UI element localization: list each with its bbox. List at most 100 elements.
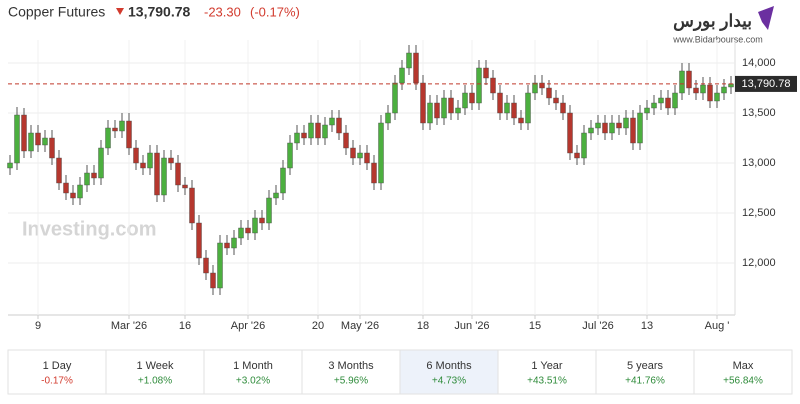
candle-body [98, 147, 104, 179]
candle-body [644, 107, 650, 114]
candle-body [420, 82, 426, 124]
price-change: -23.30 [204, 4, 241, 19]
candle-body [231, 237, 237, 249]
candle-body [175, 162, 181, 186]
tab-label: 1 Month [233, 360, 273, 372]
candle-body [91, 172, 97, 179]
candle-body [399, 67, 405, 84]
candle-body [35, 132, 41, 146]
candle-body [427, 102, 433, 124]
candle-body [126, 120, 132, 149]
candle-body [609, 122, 615, 134]
candle-body [721, 86, 727, 94]
candle-body [707, 84, 713, 102]
candle-body [273, 192, 279, 199]
candle-body [574, 152, 580, 159]
logo-url: www.Bidarbourse.com [672, 34, 763, 44]
candle-body [301, 132, 307, 139]
candle-body [21, 114, 27, 152]
candle-body [413, 52, 419, 84]
candle-body [28, 132, 34, 152]
candle-body [532, 82, 538, 94]
period-tab[interactable] [7, 349, 107, 395]
candle-body [490, 77, 496, 94]
candle-body [140, 162, 146, 169]
candle-body [266, 197, 272, 224]
candle-body [665, 97, 671, 109]
period-tab[interactable] [693, 349, 793, 395]
period-tab[interactable] [399, 349, 499, 395]
candle-body [623, 117, 629, 129]
candle-body [217, 242, 223, 289]
y-tick-label: 13,000 [742, 157, 776, 169]
period-tabs: 1 Day -0.17% 1 Week +1.08% 1 Month +3.02% 3 Mo… [7, 349, 793, 395]
candle-body [497, 92, 503, 114]
candle-body [588, 127, 594, 134]
x-tick-label: May '26 [341, 320, 379, 332]
logo-icon [758, 6, 774, 30]
candle-body [105, 127, 111, 149]
candle-body [63, 182, 69, 194]
tab-change: +1.08% [138, 376, 172, 387]
tab-label: 1 Day [43, 360, 72, 372]
period-tab[interactable] [595, 349, 695, 395]
candle-body [350, 147, 356, 159]
candle-body [154, 152, 160, 196]
candle-body [84, 172, 90, 186]
candle-body [287, 142, 293, 169]
candle-body [385, 112, 391, 124]
x-tick-label: 13 [641, 320, 653, 332]
period-tab[interactable] [301, 349, 401, 395]
tab-change: +41.76% [625, 376, 665, 387]
tab-change: +3.02% [236, 376, 270, 387]
candle-body [560, 102, 566, 114]
candle-body [49, 137, 55, 159]
price-change-percent: (-0.17%) [250, 4, 300, 19]
candle-body [567, 112, 573, 154]
candle-body [595, 122, 601, 129]
period-tab[interactable] [203, 349, 303, 395]
candle-body [672, 92, 678, 109]
candle-body [441, 97, 447, 119]
instrument-title: Copper Futures [8, 4, 105, 20]
logo-name: بیدار بورس [673, 11, 752, 31]
candle-body [196, 222, 202, 259]
candle-body [189, 187, 195, 224]
tab-label: 5 years [627, 360, 664, 372]
tab-change: +5.96% [334, 376, 368, 387]
tab-change: +4.73% [432, 376, 466, 387]
candle-body [469, 92, 475, 104]
candle-body [56, 157, 62, 184]
tab-label: 1 Year [531, 360, 563, 372]
candle-body [525, 92, 531, 124]
candle-body [308, 122, 314, 139]
candle-body [182, 184, 188, 189]
candle-body [14, 114, 20, 164]
down-arrow-icon [116, 8, 124, 15]
candle-body [294, 132, 300, 144]
candle-body [168, 157, 174, 164]
candle-body [245, 227, 251, 234]
candle-body [252, 217, 258, 234]
candle-body [280, 167, 286, 194]
candle-body [77, 184, 83, 199]
x-tick-label: 9 [35, 320, 41, 332]
candle-body [42, 137, 48, 146]
candle-body [133, 147, 139, 164]
candle-body [714, 92, 720, 102]
period-tab[interactable] [105, 349, 205, 395]
period-tab[interactable] [497, 349, 597, 395]
candle-body [455, 107, 461, 114]
candle-body [651, 102, 657, 109]
candle-body [238, 227, 244, 239]
tab-change: +43.51% [527, 376, 567, 387]
candle-body [700, 84, 706, 94]
candle-body [630, 117, 636, 144]
candle-body [203, 257, 209, 274]
candle-body [371, 162, 377, 184]
candle-body [679, 70, 685, 94]
tab-label: Max [733, 360, 754, 372]
candle-body [602, 122, 608, 134]
candle-body [462, 92, 468, 109]
